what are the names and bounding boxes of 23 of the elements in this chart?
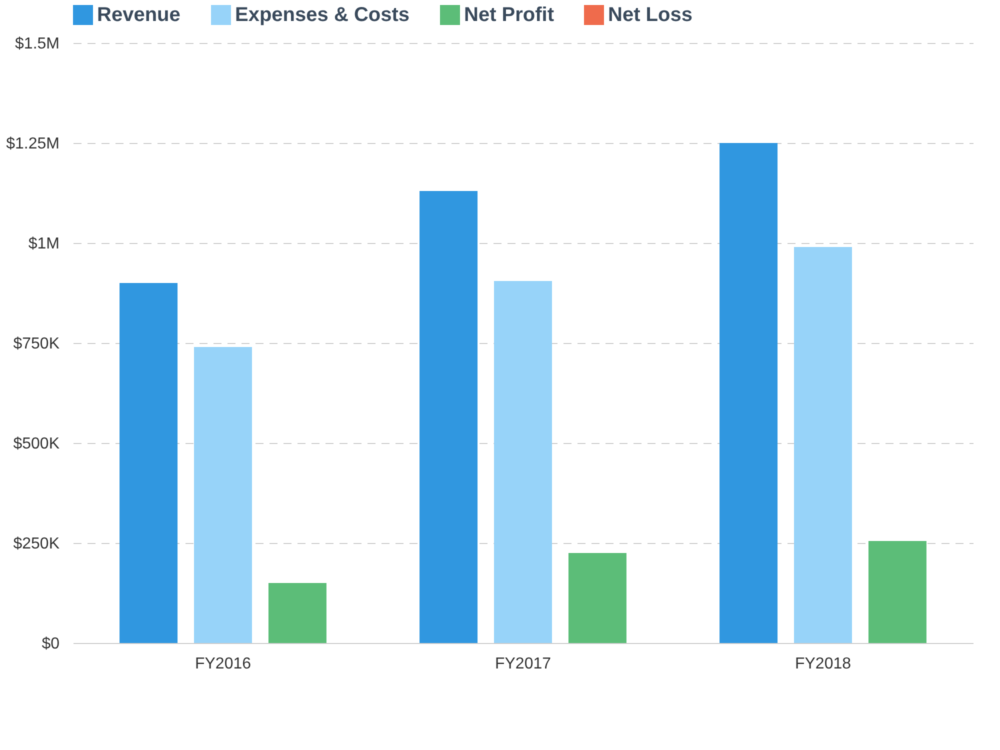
legend-label: Revenue bbox=[97, 4, 180, 26]
bar bbox=[868, 541, 926, 643]
x-tick-label: FY2017 bbox=[494, 656, 552, 672]
legend-label: Net Profit bbox=[464, 4, 554, 26]
legend-label: Net Loss bbox=[608, 4, 692, 26]
bar bbox=[420, 191, 478, 643]
x-tick-label: FY2018 bbox=[794, 656, 852, 672]
y-tick-label: $1.25M bbox=[6, 136, 60, 152]
bar bbox=[494, 281, 552, 643]
bar bbox=[720, 143, 778, 643]
bar bbox=[194, 347, 252, 643]
y-tick-label: $250K bbox=[13, 536, 60, 552]
bar bbox=[568, 553, 626, 643]
legend-label: Expenses & Costs bbox=[235, 4, 410, 26]
bar bbox=[268, 583, 326, 643]
y-tick-label: $500K bbox=[13, 436, 60, 452]
y-tick-label: $750K bbox=[13, 336, 60, 352]
x-tick-label: FY2016 bbox=[194, 656, 252, 672]
bar bbox=[120, 283, 178, 643]
bar bbox=[794, 247, 852, 643]
y-tick-label: $0 bbox=[42, 636, 60, 652]
y-tick-label: $1M bbox=[28, 236, 60, 252]
y-tick-label: $1.5M bbox=[15, 36, 60, 52]
